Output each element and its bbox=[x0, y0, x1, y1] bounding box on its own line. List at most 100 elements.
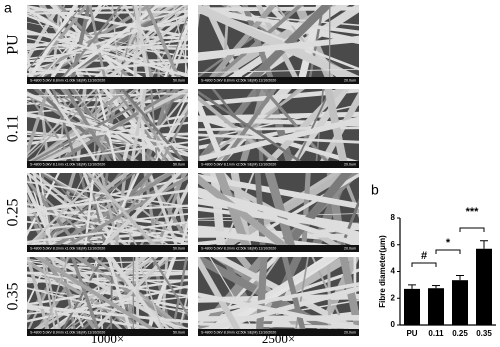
scale-text: 50.0um bbox=[173, 246, 185, 250]
sem-image: S-4800 5.0kV 8.8mm x2.50k SE(M) 11/10/20… bbox=[198, 0, 370, 89]
info-text: S-4800 5.0kV 8.8mm x2.50k SE(M) 11/10/20… bbox=[201, 78, 276, 82]
fibre bbox=[56, 5, 123, 84]
fibre bbox=[27, 89, 153, 164]
fibre bbox=[27, 89, 50, 159]
y-tick-label: 6 bbox=[391, 240, 396, 249]
fibre bbox=[45, 89, 103, 168]
bracket bbox=[459, 227, 485, 232]
sem-image: S-4800 5.0kV 8.8mm x1.00k SE(M) 11/10/20… bbox=[27, 5, 188, 84]
significance: * bbox=[446, 237, 451, 249]
fibre bbox=[198, 257, 270, 336]
fibre bbox=[135, 257, 140, 336]
info-text: S-4800 5.0kV 8.9mm x1.00k SE(M) 11/10/20… bbox=[30, 330, 105, 334]
info-bar bbox=[198, 77, 359, 84]
info-text: S-4800 5.0kV 8.9mm x2.50k SE(M) 11/10/20… bbox=[201, 330, 276, 334]
y-tick-label: 8 bbox=[391, 213, 396, 222]
fibre bbox=[136, 257, 166, 336]
fibre bbox=[119, 5, 137, 84]
row-label: PU bbox=[5, 34, 22, 55]
sem-image: S-4800 5.0kV 8.9mm x2.50k SE(M) 11/10/20… bbox=[198, 257, 359, 336]
fibre bbox=[27, 285, 188, 323]
fibre bbox=[42, 257, 69, 336]
fibre bbox=[27, 89, 97, 156]
fibre bbox=[369, 0, 370, 89]
fibre bbox=[53, 5, 188, 84]
fibre bbox=[198, 122, 200, 168]
x-tick-label: 0.11 bbox=[428, 329, 444, 338]
fibre bbox=[41, 257, 58, 336]
fibre bbox=[292, 89, 332, 168]
fibre bbox=[100, 173, 121, 252]
fibre bbox=[86, 257, 169, 336]
bar bbox=[452, 280, 468, 325]
fibre bbox=[27, 271, 188, 297]
fibre bbox=[33, 257, 168, 336]
info-bar bbox=[27, 77, 188, 84]
bar bbox=[476, 248, 492, 325]
column-label: 2500× bbox=[262, 331, 295, 346]
sem-image: S-4800 5.0kV 8.3mm x1.00k SE(M) 11/10/20… bbox=[27, 173, 188, 252]
scale-text: 20.0um bbox=[344, 162, 356, 166]
fibre bbox=[151, 91, 188, 168]
fibre bbox=[155, 182, 188, 252]
fibre bbox=[27, 141, 188, 165]
fibre bbox=[41, 173, 175, 252]
fibre bbox=[203, 5, 277, 84]
fibre bbox=[150, 257, 188, 318]
fibre bbox=[215, 173, 253, 252]
info-text: S-4800 5.0kV 8.8mm x1.00k SE(M) 11/10/20… bbox=[30, 78, 105, 82]
fibre bbox=[69, 5, 92, 84]
fibre bbox=[198, 315, 359, 322]
fibre bbox=[27, 193, 53, 252]
fibre bbox=[27, 29, 188, 78]
info-text: S-4800 5.0kV 8.3mm x2.50k SE(M) 11/10/20… bbox=[201, 246, 276, 250]
scale-text: 50.0um bbox=[173, 162, 185, 166]
scale-text: 20.0um bbox=[344, 330, 356, 334]
fibre bbox=[50, 89, 170, 168]
significance: *** bbox=[466, 206, 480, 218]
fibre bbox=[86, 173, 163, 252]
bracket bbox=[435, 249, 461, 254]
fibre bbox=[198, 192, 359, 248]
info-text: S-4800 5.0kV 8.1mm x1.00k SE(M) 11/10/20… bbox=[30, 162, 105, 166]
scale-text: 50.0um bbox=[173, 330, 185, 334]
fibre bbox=[82, 173, 118, 252]
fibre bbox=[93, 173, 142, 252]
y-tick-label: 4 bbox=[391, 267, 396, 276]
fibre bbox=[198, 68, 359, 74]
info-bar bbox=[27, 161, 188, 168]
fibre bbox=[120, 89, 145, 168]
fibre bbox=[27, 257, 159, 336]
info-bar bbox=[198, 245, 359, 252]
fibre bbox=[241, 5, 276, 84]
sem-image: S-4800 5.0kV 8.1mm x2.50k SE(M) 11/10/20… bbox=[198, 89, 359, 168]
x-tick-label: 0.25 bbox=[452, 329, 468, 338]
fibre bbox=[198, 5, 201, 30]
info-bar bbox=[198, 329, 359, 336]
y-axis-label: Fibre diameter(μm) bbox=[378, 235, 387, 308]
fibre bbox=[198, 282, 359, 316]
fibre bbox=[172, 5, 188, 78]
fibre bbox=[96, 89, 118, 168]
fibre bbox=[27, 13, 188, 68]
fibre bbox=[198, 36, 359, 59]
bar bbox=[404, 288, 420, 325]
column-label: 1000× bbox=[91, 331, 124, 346]
fibre bbox=[198, 292, 359, 330]
fibre bbox=[27, 221, 188, 244]
fibre bbox=[198, 174, 298, 252]
fibre bbox=[27, 132, 188, 141]
significance: # bbox=[421, 250, 427, 262]
y-tick-label: 0 bbox=[391, 320, 396, 329]
fibre bbox=[27, 224, 28, 252]
fibre bbox=[27, 173, 60, 237]
info-text: S-4800 5.0kV 8.1mm x2.50k SE(M) 11/10/20… bbox=[201, 162, 276, 166]
fibre bbox=[27, 207, 188, 245]
fibre bbox=[147, 103, 188, 168]
fibre bbox=[129, 89, 147, 168]
row-label: 0.35 bbox=[5, 283, 22, 311]
fibre bbox=[255, 257, 268, 336]
bar bbox=[428, 288, 444, 325]
sem-image: S-4800 5.0kV 8.1mm x1.00k SE(M) 11/10/20… bbox=[27, 89, 188, 168]
